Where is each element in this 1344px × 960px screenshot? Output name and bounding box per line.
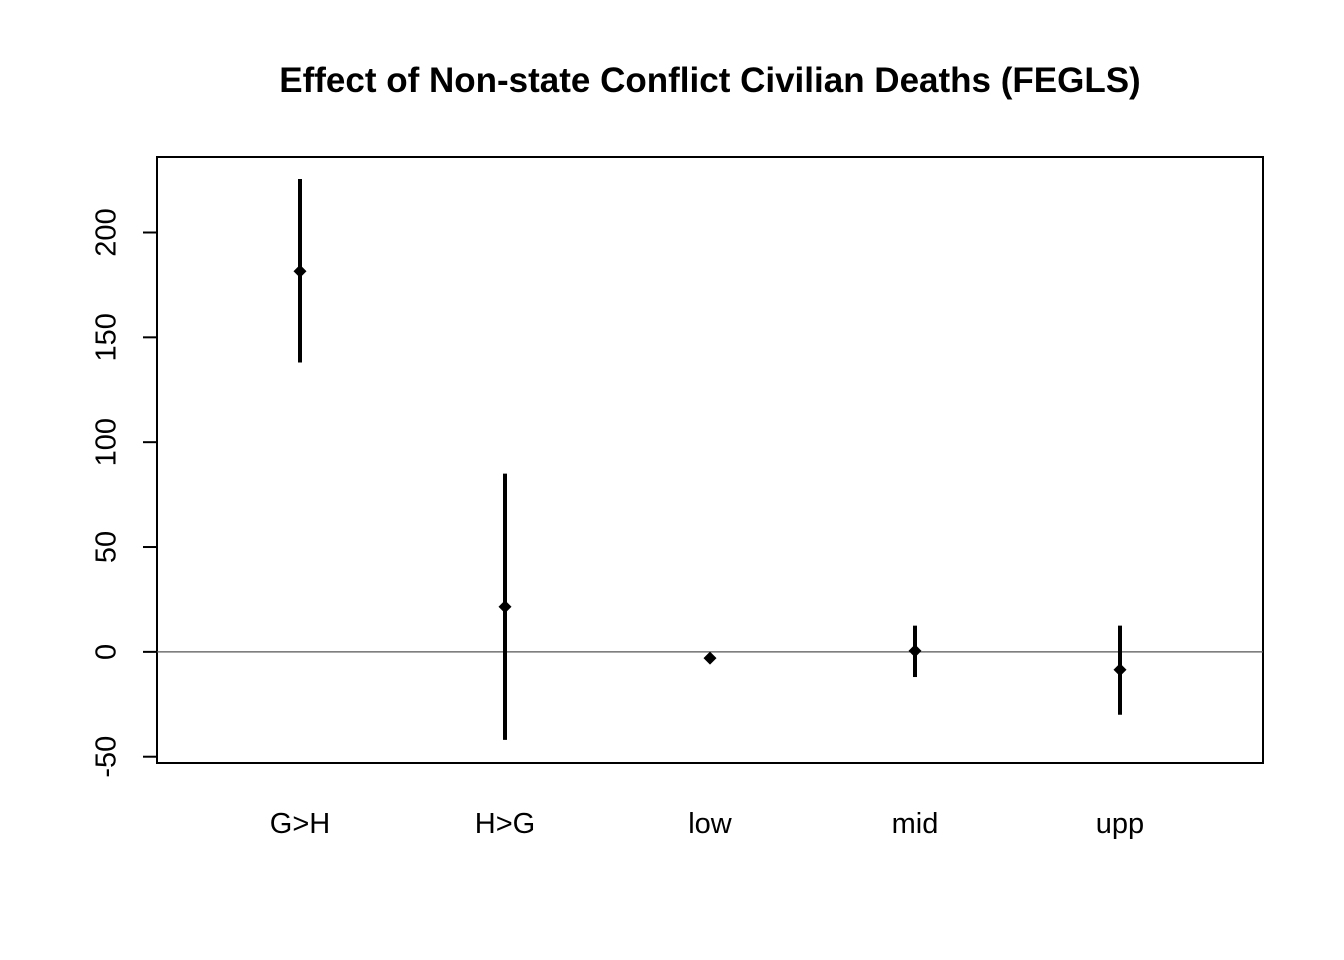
point-estimate-marker — [293, 264, 307, 278]
x-axis: G>H H>G low mid upp — [270, 808, 1144, 840]
y-tick-label: 0 — [91, 644, 123, 660]
chart-title: Effect of Non-state Conflict Civilian De… — [279, 61, 1140, 100]
x-tick-label: H>G — [475, 808, 535, 840]
point-estimate-marker — [498, 600, 512, 614]
y-tick-label: 200 — [91, 208, 123, 256]
y-tick-label: -50 — [91, 736, 123, 778]
y-tick-label: 50 — [91, 531, 123, 563]
y-tick-label: 100 — [91, 418, 123, 466]
y-axis: -50 0 50 100 150 200 — [91, 208, 158, 778]
x-tick-label: low — [688, 808, 733, 840]
x-tick-label: G>H — [270, 808, 330, 840]
point-estimate-marker — [703, 651, 717, 665]
x-tick-label: upp — [1096, 808, 1144, 840]
plot-frame — [156, 156, 1264, 764]
marks-layer — [293, 179, 1127, 740]
y-tick-label: 150 — [91, 313, 123, 361]
x-tick-label: mid — [892, 808, 939, 840]
point-estimate-marker — [1113, 663, 1127, 677]
point-estimate-marker — [908, 644, 922, 658]
